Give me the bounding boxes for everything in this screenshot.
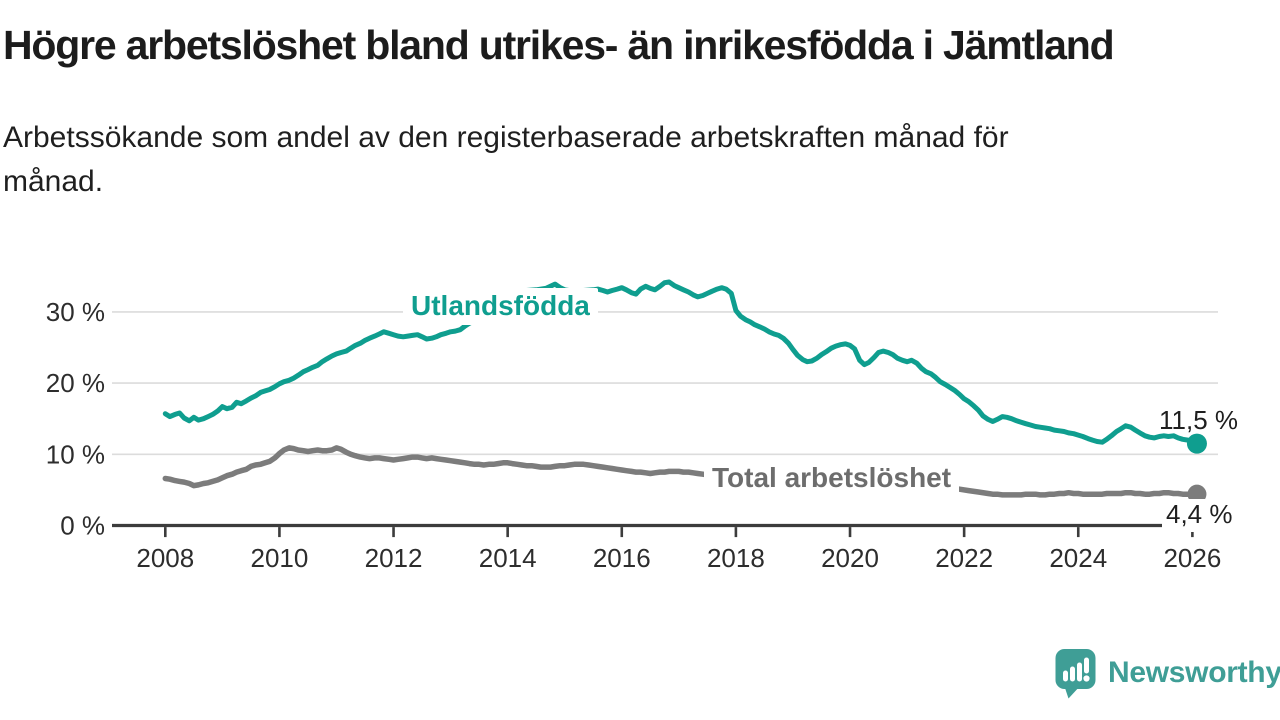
- endpoint-dot-utlandsfodda: [1186, 433, 1207, 454]
- end-value-label-utlandsfodda: 11,5 %: [1159, 405, 1239, 435]
- series-line-utlandsfodda: [162, 279, 1200, 447]
- x-axis-tick-label: 2016: [593, 543, 651, 573]
- series-label-utlandsfodda: Utlandsfödda: [403, 288, 598, 325]
- page-title: Högre arbetslöshet bland utrikes- än inr…: [3, 22, 1115, 68]
- x-axis-tick-label: 2026: [1163, 543, 1221, 573]
- x-axis-tick-label: 2012: [365, 543, 423, 573]
- newsworthy-speech-bubble-bar-chart-icon: [1055, 648, 1096, 698]
- newsworthy-logo: Newsworthy: [1053, 644, 1280, 702]
- y-axis-tick-label: 20 %: [46, 368, 105, 398]
- end-value-label-total-arbetsloshet: 4,4 %: [1162, 499, 1238, 532]
- x-axis-tick-label: 2020: [821, 543, 879, 573]
- x-axis-tick-label: 2024: [1049, 543, 1107, 573]
- x-axis-tick-label: 2018: [707, 543, 765, 573]
- x-axis-tick-label: 2022: [935, 543, 993, 573]
- series-label-total-arbetsloshet: Total arbetslöshet: [704, 460, 960, 497]
- x-axis-tick-label: 2014: [479, 543, 537, 573]
- y-axis-tick-label: 0 %: [60, 511, 105, 541]
- endpoint-dot-total-arbetsloshet: [1187, 484, 1207, 504]
- y-axis-tick-label: 30 %: [46, 297, 105, 327]
- y-axis-tick-label: 10 %: [46, 439, 105, 469]
- x-axis-tick-label: 2010: [250, 543, 308, 573]
- x-axis-tick-label: 2008: [136, 543, 194, 573]
- series-line-total-arbetsloshet: [162, 445, 1200, 498]
- newsworthy-logo-text: Newsworthy: [1108, 656, 1280, 689]
- chart-subtitle: Arbetssökande som andel av den registerb…: [3, 121, 1009, 198]
